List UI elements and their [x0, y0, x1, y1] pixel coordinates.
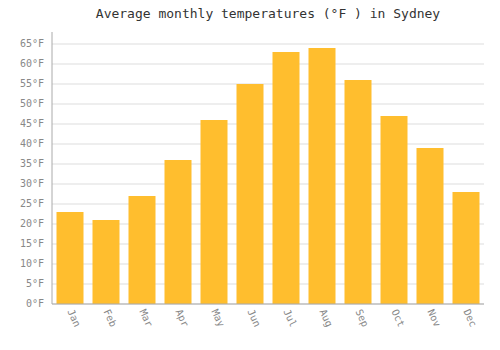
bar	[453, 192, 480, 304]
y-tick-label: 40°F	[20, 138, 44, 149]
grid-line	[52, 144, 484, 145]
x-tick-label: Mar	[137, 307, 155, 328]
chart-title: Average monthly temperatures (°F ) in Sy…	[96, 6, 441, 21]
y-grid	[52, 44, 484, 304]
x-tick-label: Apr	[173, 307, 191, 328]
y-tick-label: 0°F	[26, 298, 44, 309]
y-tick-label: 65°F	[20, 38, 44, 49]
y-tick-label: 15°F	[20, 238, 44, 249]
y-tick-label: 30°F	[20, 178, 44, 189]
bar	[417, 148, 444, 304]
x-tick-label: Oct	[389, 307, 407, 328]
x-tick-label: Jan	[65, 307, 83, 328]
y-tick-label: 45°F	[20, 118, 44, 129]
bar	[237, 84, 264, 304]
y-tick-label: 55°F	[20, 78, 44, 89]
y-tick-label: 50°F	[20, 98, 44, 109]
x-tick-labels: Jan Feb Mar Apr May Jun Jul Aug Sep Oct Nov Dec	[65, 307, 479, 328]
grid-line	[52, 64, 484, 65]
grid-line	[52, 44, 484, 45]
grid-line	[52, 84, 484, 85]
y-tick-label: 25°F	[20, 198, 44, 209]
y-tick-label: 10°F	[20, 258, 44, 269]
bar	[57, 212, 84, 304]
x-tick-label: Aug	[317, 307, 335, 328]
bar	[93, 220, 120, 304]
y-tick-label: 20°F	[20, 218, 44, 229]
y-axis-line	[52, 32, 53, 304]
grid-line	[52, 124, 484, 125]
x-tick-label: Feb	[101, 307, 119, 328]
x-tick-label: Jun	[245, 307, 263, 328]
bar	[381, 116, 408, 304]
x-axis-line	[52, 304, 484, 305]
y-tick-labels: 0°F 5°F 10°F 15°F 20°F 25°F 30°F 35°F 40°F 45°F 50…	[20, 38, 44, 309]
bar	[309, 48, 336, 304]
bar	[201, 120, 228, 304]
page: {"chart_data": {"type": "bar", "title": …	[0, 0, 500, 350]
x-tick-label: Dec	[461, 307, 479, 328]
y-tick-label: 60°F	[20, 58, 44, 69]
bars	[57, 48, 480, 304]
bar	[165, 160, 192, 304]
grid-line	[52, 304, 484, 305]
x-tick-label: May	[209, 307, 227, 328]
chart-container: 0°F 5°F 10°F 15°F 20°F 25°F 30°F 35°F 40°F 45°F 50…	[0, 0, 500, 350]
x-tick-label: Sep	[353, 307, 371, 328]
y-tick-label: 35°F	[20, 158, 44, 169]
grid-line	[52, 104, 484, 105]
x-tick-label: Jul	[281, 307, 299, 328]
x-tick-label: Nov	[425, 307, 443, 328]
bar	[273, 52, 300, 304]
bar	[345, 80, 372, 304]
bar	[129, 196, 156, 304]
y-tick-label: 5°F	[26, 278, 44, 289]
chart-svg: 0°F 5°F 10°F 15°F 20°F 25°F 30°F 35°F 40°F 45°F 50…	[0, 0, 500, 350]
